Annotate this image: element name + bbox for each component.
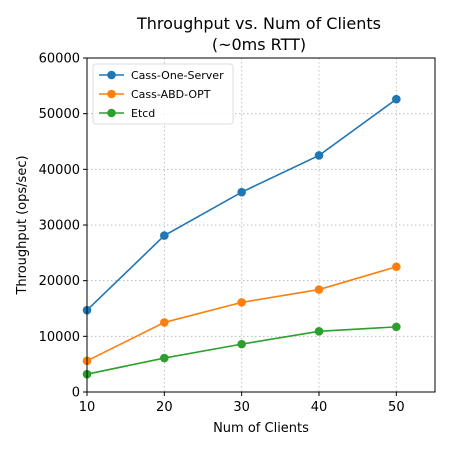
series-point-1 xyxy=(392,262,401,272)
series-point-0 xyxy=(392,94,401,104)
y-tick-label: 10000 xyxy=(39,330,80,345)
legend: Cass-One-Server Cass-ABD-OPT Etcd xyxy=(92,63,234,125)
series-group xyxy=(82,94,401,379)
y-tick-label: 30000 xyxy=(39,219,80,234)
series-point-0 xyxy=(314,151,324,160)
x-tick-label: 20 xyxy=(156,400,173,415)
legend-label-2: Etcd xyxy=(131,107,155,120)
y-tick-label: 20000 xyxy=(39,274,80,289)
legend-marker-1 xyxy=(107,89,116,99)
chart-title-line2: (~0ms RTT) xyxy=(212,35,306,54)
legend-marker-2 xyxy=(107,108,116,118)
x-tick-label: 40 xyxy=(311,400,328,415)
y-tick-label: 0 xyxy=(72,386,80,401)
legend-label-0: Cass-One-Server xyxy=(131,69,224,82)
x-tick-label: 30 xyxy=(233,400,250,415)
y-tick-label: 60000 xyxy=(39,52,80,67)
y-tick-label: 50000 xyxy=(39,107,80,122)
axis-ticks: 10 20 30 40 50 0 10000 20000 30000 40000 50000 6000… xyxy=(39,52,405,416)
legend-box xyxy=(92,63,234,125)
series-point-2 xyxy=(392,322,401,332)
legend-label-1: Cass-ABD-OPT xyxy=(131,88,211,101)
series-point-2 xyxy=(314,327,324,336)
legend-marker-0 xyxy=(107,70,116,80)
x-tick-label: 10 xyxy=(79,400,96,415)
series-point-1 xyxy=(160,318,169,327)
x-axis-label: Num of Clients xyxy=(213,421,309,436)
series-point-1 xyxy=(314,285,324,294)
series-point-2 xyxy=(237,339,246,349)
series-point-2 xyxy=(160,353,169,363)
series-point-0 xyxy=(160,231,169,240)
x-tick-label: 50 xyxy=(388,400,405,415)
y-tick-label: 40000 xyxy=(39,163,80,178)
plot-frame xyxy=(86,57,436,393)
y-axis-label: Throughput (ops/sec) xyxy=(15,155,30,295)
chart-title-line1: Throughput vs. Num of Clients xyxy=(136,14,381,33)
series-point-0 xyxy=(237,187,246,197)
series-point-1 xyxy=(237,298,246,307)
